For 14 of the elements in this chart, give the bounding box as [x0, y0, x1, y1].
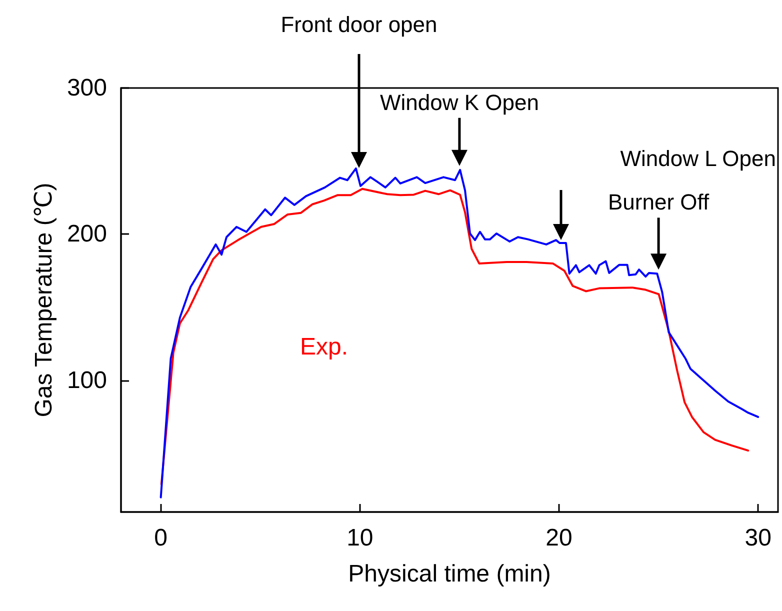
y-tick-label: 200: [66, 220, 107, 248]
annotation: Window L Open: [620, 146, 776, 171]
x-axis-title: Physical time (min): [348, 560, 551, 588]
annotation: Burner Off: [608, 190, 710, 215]
y-tick-label: 100: [66, 366, 107, 394]
x-tick-label: 20: [546, 524, 572, 552]
x-tick-label: 0: [154, 524, 168, 552]
x-tick-label: 30: [744, 524, 772, 552]
y-axis-title: Gas Temperature (℃): [30, 182, 58, 418]
text: Exp.: [300, 334, 348, 360]
annotation: Window K Open: [380, 90, 539, 115]
y-tick-label: 300: [66, 74, 107, 102]
text: Front door open: [280, 12, 438, 37]
x-tick-label: 10: [346, 524, 374, 552]
